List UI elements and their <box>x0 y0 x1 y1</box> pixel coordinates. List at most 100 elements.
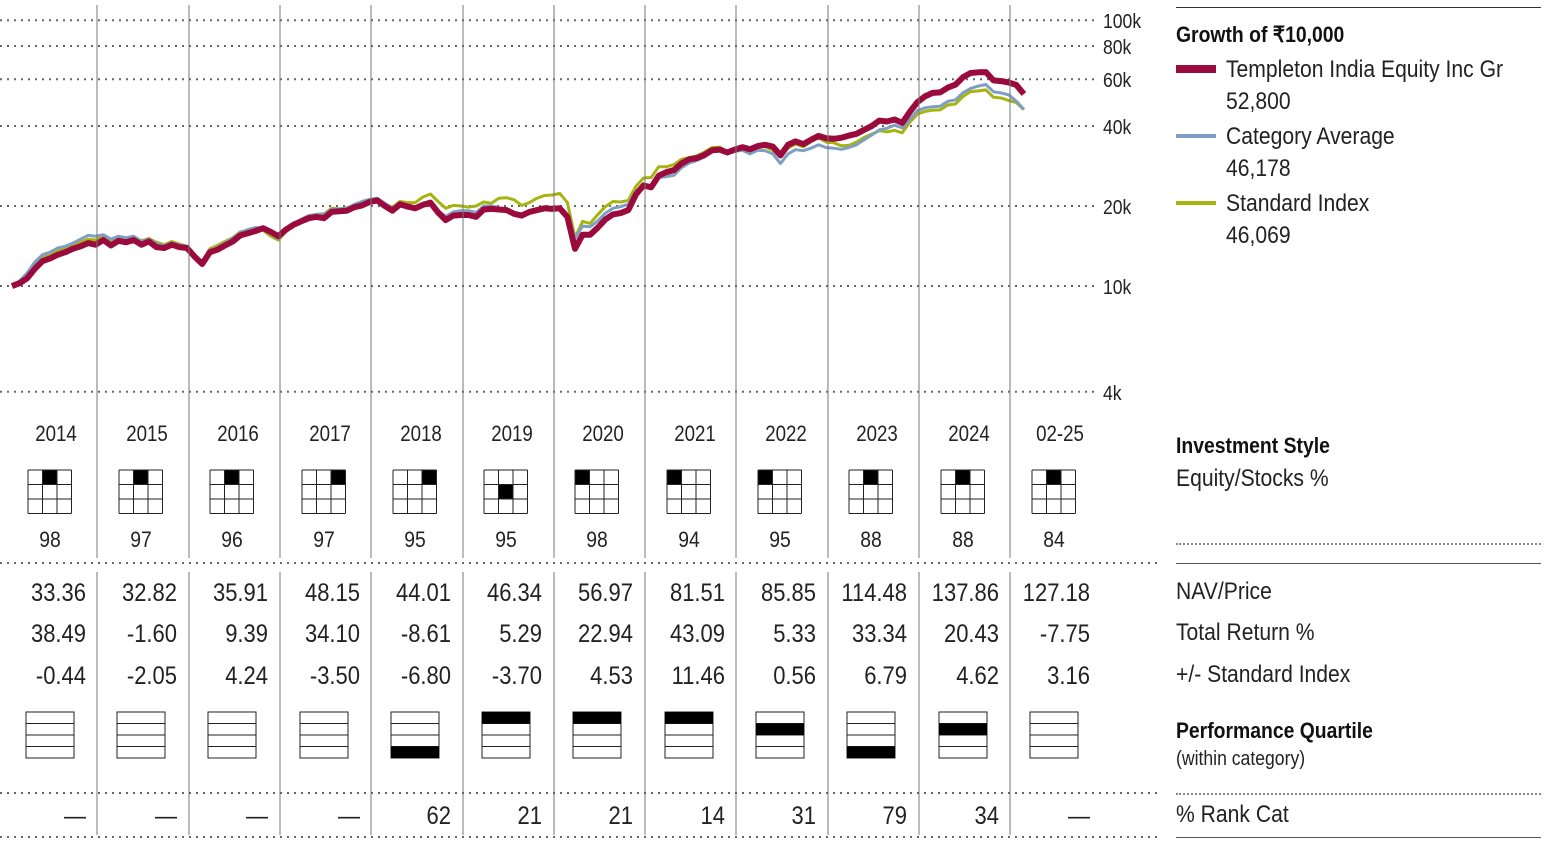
style-box <box>848 469 893 514</box>
vs-index-value: -6.80 <box>401 662 451 690</box>
year-label: 2021 <box>674 423 716 447</box>
rank-cat-value: — <box>246 802 268 830</box>
rank-cat-value: 14 <box>701 802 725 830</box>
investment-style-label: Investment Style <box>1176 433 1330 458</box>
legend-value-index: 46,069 <box>1226 222 1291 249</box>
nav-price-value: 35.91 <box>213 579 268 607</box>
rank-cat-value: 34 <box>975 802 999 830</box>
rank-cat-value: 21 <box>609 802 633 830</box>
rank-cat-value: — <box>155 802 177 830</box>
quartile-box <box>481 711 531 759</box>
style-box-filled-cell <box>133 470 148 485</box>
style-box-filled-cell <box>224 470 239 485</box>
rank-cat-value: — <box>64 802 86 830</box>
vs-index-label-wrap: +/- Standard Index <box>1176 661 1541 689</box>
total-return-value: 9.39 <box>225 620 268 648</box>
style-box-filled-cell <box>1046 470 1061 485</box>
style-boxes: 98 97 96 97 95 95 98 94 95 88 88 84 <box>27 469 1076 552</box>
style-box <box>1031 469 1076 514</box>
rank-cat-value: 62 <box>427 802 451 830</box>
quartile-box <box>299 711 349 759</box>
style-box-filled-cell <box>422 470 437 485</box>
rank-cat-label-wrap: % Rank Cat <box>1176 801 1541 829</box>
quartile-box-filled-band <box>573 712 621 724</box>
vs-index-value: 3.16 <box>1047 662 1090 690</box>
year-label: 2023 <box>856 423 898 447</box>
nav-price-label: NAV/Price <box>1176 578 1272 605</box>
table-top-rule <box>1176 563 1541 564</box>
legend-panel: Growth of ₹10,000 Templeton India Equity… <box>1176 22 1541 249</box>
rank-cat-value: — <box>1068 802 1090 830</box>
equity-pct-value: 96 <box>221 528 243 552</box>
quartile-box <box>938 711 988 759</box>
ytick-label-4k: 4k <box>1103 382 1122 404</box>
total-return-value: -7.75 <box>1040 620 1090 648</box>
legend-value-fund: 52,800 <box>1226 88 1291 115</box>
quartile-box <box>755 711 805 759</box>
vs-index-value: -0.44 <box>36 662 86 690</box>
ytick-label-40k: 40k <box>1103 116 1132 138</box>
style-box <box>27 469 72 514</box>
equity-pct-value: 94 <box>678 528 700 552</box>
vs-index-value: 4.62 <box>956 662 999 690</box>
rank-cat-value: — <box>338 802 360 830</box>
total-return-value: 5.33 <box>773 620 816 648</box>
table-grid <box>0 5 1160 838</box>
quartile-box-filled-band <box>939 723 987 735</box>
table-bottom-rule <box>1176 837 1541 838</box>
style-box <box>574 469 619 514</box>
nav-price-value: 127.18 <box>1023 579 1090 607</box>
series-line-category <box>11 83 1026 288</box>
equity-stocks-label: Equity/Stocks % <box>1176 465 1329 492</box>
year-label: 2015 <box>126 423 168 447</box>
quartile-box <box>846 711 896 759</box>
year-label: 2020 <box>582 423 624 447</box>
vs-index-value: 11.46 <box>672 662 725 690</box>
total-return-value: 22.94 <box>578 620 633 648</box>
total-return-value: 34.10 <box>305 620 360 648</box>
quartile-box <box>572 711 622 759</box>
total-return-label: Total Return % <box>1176 619 1315 646</box>
total-return-value: 5.29 <box>499 620 542 648</box>
style-box <box>118 469 163 514</box>
perf-quartile-label: Performance Quartile <box>1176 718 1373 743</box>
year-label: 2016 <box>217 423 259 447</box>
legend-label-fund: Templeton India Equity Inc Gr <box>1226 56 1504 83</box>
quartile-box-filled-band <box>665 712 713 724</box>
nav-price-value: 33.36 <box>31 579 86 607</box>
style-box <box>483 469 528 514</box>
style-box <box>757 469 802 514</box>
total-return-value: 38.49 <box>31 620 86 648</box>
style-box <box>209 469 254 514</box>
nav-price-value: 32.82 <box>122 579 177 607</box>
ytick-label-80k: 80k <box>1103 36 1132 58</box>
style-box-filled-cell <box>498 484 513 499</box>
nav-price-value: 114.48 <box>841 579 907 607</box>
equity-pct-value: 98 <box>39 528 61 552</box>
rank-cat-value: 79 <box>883 802 907 830</box>
year-label: 2024 <box>948 423 990 447</box>
nav-price-value: 56.97 <box>578 579 633 607</box>
equity-pct-value: 88 <box>860 528 882 552</box>
series-lines <box>10 69 1027 289</box>
total-return-value: -1.60 <box>127 620 177 648</box>
nav-price-value: 137.86 <box>932 579 999 607</box>
quartile-box <box>25 711 75 759</box>
equity-pct-value: 95 <box>495 528 517 552</box>
vs-index-value: 6.79 <box>864 662 907 690</box>
year-label: 2022 <box>765 423 807 447</box>
year-label: 2018 <box>400 423 442 447</box>
style-box <box>666 469 711 514</box>
quartile-box-filled-band <box>391 746 439 758</box>
legend-swatch-category <box>1176 134 1216 138</box>
legend-swatch-index <box>1176 201 1216 205</box>
style-divider <box>1176 543 1541 545</box>
equity-pct-value: 84 <box>1043 528 1065 552</box>
year-labels: 2014 2015 2016 2017 2018 2019 2020 2021 2022 2023… <box>35 423 1084 447</box>
style-box <box>940 469 985 514</box>
year-label: 2014 <box>35 423 77 447</box>
total-return-value: -8.61 <box>401 620 451 648</box>
equity-pct-value: 97 <box>130 528 152 552</box>
quartile-box <box>116 711 166 759</box>
